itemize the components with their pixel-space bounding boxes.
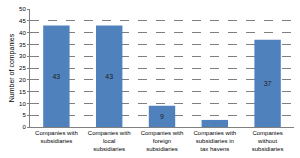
svg-text:5: 5 <box>22 112 26 118</box>
svg-text:15: 15 <box>19 89 26 95</box>
svg-text:40: 40 <box>19 30 26 36</box>
svg-text:Number of companies: Number of companies <box>8 33 16 102</box>
svg-text:45: 45 <box>19 18 26 24</box>
svg-text:43: 43 <box>52 73 60 80</box>
svg-text:Companies withlocalsubsidiarie: Companies withlocalsubsidiaries <box>88 130 131 152</box>
svg-text:30: 30 <box>19 53 26 59</box>
svg-text:Companies withforeignsubsidiar: Companies withforeignsubsidiaries <box>141 130 184 152</box>
svg-text:Companies withsubsidiaries: Companies withsubsidiaries <box>35 130 78 144</box>
svg-text:37: 37 <box>264 80 272 87</box>
svg-text:20: 20 <box>19 77 26 83</box>
svg-text:43: 43 <box>105 73 113 80</box>
svg-text:3: 3 <box>214 123 215 124</box>
svg-text:Companies withsubsidiaries int: Companies withsubsidiaries intax havens <box>193 130 236 152</box>
svg-text:25: 25 <box>19 65 26 71</box>
svg-text:Companieswithoutsubsidiaries: Companieswithoutsubsidiaries <box>252 130 284 152</box>
svg-text:35: 35 <box>19 42 26 48</box>
svg-text:0: 0 <box>22 124 26 130</box>
svg-text:10: 10 <box>19 101 26 107</box>
svg-text:50: 50 <box>19 6 26 12</box>
svg-text:9: 9 <box>160 113 164 120</box>
